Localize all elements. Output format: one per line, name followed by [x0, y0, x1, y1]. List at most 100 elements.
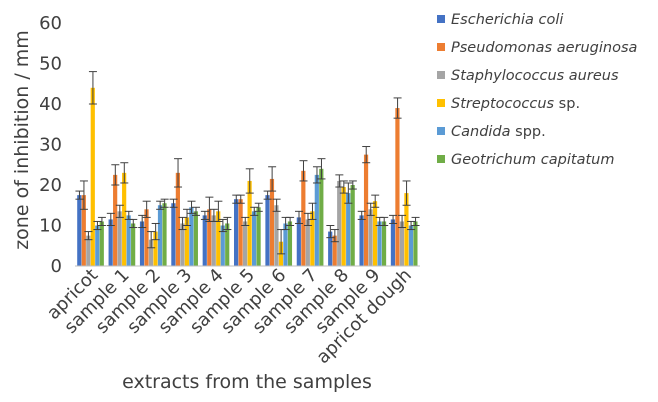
error-bar — [75, 190, 84, 200]
bar — [319, 168, 324, 266]
legend-label: Geotrichum capitatum — [451, 152, 614, 168]
bar — [131, 223, 136, 266]
legend-item: Pseudomonas aeruginosa — [437, 40, 637, 56]
bar — [207, 209, 212, 266]
error-bar — [151, 222, 160, 241]
bar — [175, 172, 180, 266]
error-bar — [299, 160, 308, 182]
legend-label: Streptococcus sp. — [451, 96, 580, 112]
error-bar — [366, 202, 375, 216]
y-tick-label: 50 — [39, 54, 62, 75]
error-bar — [88, 71, 97, 105]
bar — [269, 178, 275, 266]
y-tick-label: 20 — [39, 175, 62, 196]
error-bar — [402, 180, 411, 206]
error-bar — [250, 206, 259, 216]
legend-swatch — [437, 99, 445, 107]
error-bar — [389, 214, 398, 224]
bar — [202, 215, 207, 267]
bar — [256, 207, 261, 266]
bar — [346, 193, 351, 266]
error-bar — [339, 180, 348, 194]
bar — [359, 215, 364, 267]
error-bar — [93, 220, 102, 231]
bar — [113, 174, 118, 267]
error-bar — [254, 202, 263, 212]
bar — [301, 170, 306, 266]
y-axis-ticks: 0 10 20 30 40 50 60 — [39, 13, 62, 277]
error-bar — [174, 158, 183, 188]
y-axis-title: zone of inhibition / mm — [11, 30, 33, 250]
error-bar — [178, 216, 187, 231]
error-bar — [330, 229, 339, 243]
legend-item: Streptococcus sp. — [437, 96, 580, 112]
legend-label: Escherichia coli — [451, 12, 563, 28]
bar — [350, 185, 355, 266]
y-tick-label: 10 — [39, 216, 62, 237]
bar — [193, 211, 198, 266]
bar — [252, 211, 257, 266]
error-bar — [187, 200, 196, 214]
bar — [377, 221, 382, 266]
bar — [399, 221, 405, 266]
error-bar — [192, 206, 201, 216]
error-bar — [398, 214, 407, 229]
bar — [390, 219, 396, 266]
error-bar — [272, 198, 281, 212]
error-bar — [380, 216, 389, 226]
error-bar — [183, 208, 192, 226]
error-bar — [218, 218, 227, 233]
bar — [372, 201, 378, 266]
bar — [283, 223, 288, 266]
bar — [381, 221, 387, 266]
error-bar — [362, 146, 371, 164]
error-bar — [111, 164, 120, 186]
error-bar — [411, 216, 420, 226]
error-bars-layer — [75, 71, 420, 255]
error-bar — [357, 210, 366, 220]
bar — [404, 193, 409, 266]
bar — [332, 235, 337, 267]
bar — [337, 180, 342, 266]
bar — [341, 187, 346, 266]
y-tick-label: 30 — [39, 135, 62, 156]
error-bar — [138, 214, 147, 229]
bar — [90, 87, 95, 266]
bar — [211, 215, 216, 267]
bar — [139, 221, 145, 266]
legend-swatch — [437, 71, 445, 79]
bar — [117, 211, 122, 266]
error-bar — [326, 225, 335, 239]
error-bar — [214, 200, 223, 222]
bars-layer — [77, 87, 418, 267]
legend-swatch — [437, 155, 445, 163]
bar — [216, 211, 221, 266]
error-bar — [308, 202, 317, 220]
bar — [95, 225, 100, 266]
error-bar — [241, 216, 250, 226]
bar — [126, 215, 131, 267]
error-bar — [147, 231, 156, 249]
bar — [162, 203, 167, 266]
bar — [296, 217, 301, 266]
bar — [171, 203, 176, 266]
bar — [184, 217, 189, 266]
legend-label: Pseudomonas aeruginosa — [451, 40, 637, 56]
bar — [265, 195, 270, 267]
error-bar — [79, 180, 88, 210]
bar — [81, 195, 86, 267]
error-bar — [142, 200, 151, 218]
error-bar — [115, 204, 124, 218]
legend-item: Staphylococcus aureus — [437, 68, 619, 84]
bar — [305, 219, 310, 266]
bar — [328, 231, 333, 266]
bar — [86, 235, 91, 267]
legend-label: Candida spp. — [451, 124, 546, 140]
bar — [274, 205, 279, 266]
bar — [189, 207, 194, 266]
x-axis-title: extracts from the samples — [122, 371, 372, 393]
bar — [368, 209, 373, 266]
error-bar — [348, 180, 357, 190]
error-bar — [97, 216, 106, 226]
